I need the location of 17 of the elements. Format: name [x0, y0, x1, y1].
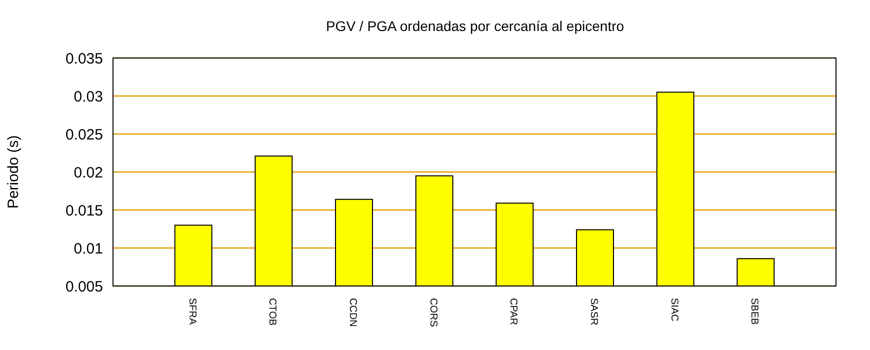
x-tick-label: CPAR [508, 298, 519, 326]
y-tick-label: 0.03 [74, 88, 103, 106]
chart-title: PGV / PGA ordenadas por cercanía al epicentro [326, 18, 624, 34]
x-tick-label: SIAC [668, 298, 680, 322]
x-tick-label: CORS [427, 298, 438, 328]
x-tick-label: SASR [588, 298, 599, 326]
x-tick-label: SFRA [186, 298, 198, 325]
y-tick-label: 0.01 [74, 240, 103, 258]
y-tick-label: 0.025 [65, 126, 103, 144]
y-tick-label: 0.02 [74, 164, 103, 182]
y-tick-label: 0.035 [65, 50, 103, 68]
x-tick-label: CCDN [347, 298, 358, 327]
y-axis-title: Periodo (s) [5, 135, 22, 209]
x-tick-label: SBEB [748, 298, 760, 326]
x-tick-label: CTOB [266, 298, 278, 326]
y-tick-label: 0.005 [65, 278, 103, 296]
y-tick-label: 0.015 [65, 202, 103, 220]
